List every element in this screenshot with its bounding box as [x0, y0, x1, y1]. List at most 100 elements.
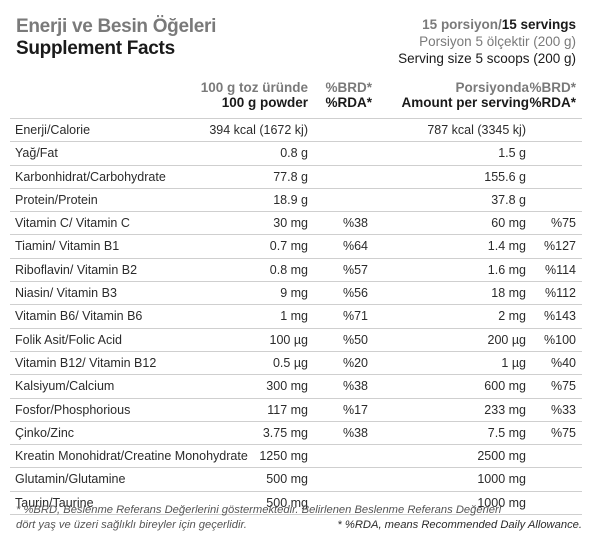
per-serving-value: 200 µg [487, 332, 526, 347]
per-serving-value: 1.5 g [498, 146, 526, 161]
servings-count-english: 15 servings [501, 17, 576, 32]
per-100g-value: 500 mg [266, 495, 308, 510]
per-serving-percent: %112 [544, 286, 576, 301]
table-row: Çinko/Zinc 3.75 mg %38 7.5 mg %75 [10, 420, 582, 444]
per-100g-value: 500 mg [266, 472, 308, 487]
header-brd-1: %BRD* [325, 80, 372, 95]
nutrient-name: Vitamin B6/ Vitamin B6 [15, 309, 143, 324]
nutrient-name: Niasin/ Vitamin B3 [15, 286, 117, 301]
per-serving-value: 233 mg [484, 402, 526, 417]
table-row: Niasin/ Vitamin B3 9 mg %56 18 mg %112 [10, 281, 582, 304]
footnote-line-1: * %BRD, Beslenme Referans Değerlerini gö… [16, 504, 502, 516]
footnote-line-2: dört yaş ve üzeri sağlıklı bireyler için… [16, 519, 247, 531]
nutrient-name: Taurin/Taurine [15, 495, 94, 510]
serving-size-turkish: Porsiyon 5 ölçektir (200 g) [419, 34, 576, 49]
table-row: Folik Asit/Folic Acid 100 µg %50 200 µg %100 [10, 327, 582, 351]
table-row: Protein/Protein 18.9 g 37.8 g [10, 187, 582, 211]
per-100g-percent: %56 [342, 286, 368, 301]
nutrient-name: Enerji/Calorie [15, 123, 91, 137]
per-serving-value: 155.6 g [484, 169, 526, 184]
nutrient-name: Riboflavin/ Vitamin B2 [15, 262, 138, 277]
per-100g-value: 0.8 g [280, 146, 308, 161]
per-100g-value: 0.7 mg [269, 239, 308, 254]
header-per-serving-turkish: Porsiyonda [455, 80, 529, 95]
header-per-100g-turkish: 100 g toz üründe [200, 80, 308, 95]
per-100g-value: 9 mg [280, 286, 308, 301]
per-serving-percent: %75 [550, 216, 576, 231]
header-per-serving-english: Amount per serving [401, 95, 529, 110]
header-percent-2: %BRD* %RDA* [529, 80, 576, 110]
serving-size-english: Serving size 5 scoops (200 g) [398, 51, 576, 66]
header-brd-2: %BRD* [529, 80, 576, 95]
header-per-100g: 100 g toz üründe 100 g powder [201, 80, 308, 110]
per-100g-value: 100 µg [269, 332, 308, 347]
nutrient-name: Folik Asit/Folic Acid [15, 332, 122, 347]
per-serving-percent: %33 [550, 402, 576, 417]
table-row: Kalsiyum/Calcium 300 mg %38 600 mg %75 [10, 374, 582, 397]
per-serving-value: 1.4 mg [487, 239, 526, 254]
per-serving-value: 60 mg [491, 216, 526, 231]
nutrient-name: Vitamin B12/ Vitamin B12 [15, 355, 157, 370]
per-100g-value: 77.8 g [273, 169, 308, 184]
per-100g-percent: %71 [342, 309, 368, 324]
nutrient-name: Glutamin/Glutamine [15, 472, 126, 487]
per-100g-value: 1250 mg [259, 449, 308, 464]
per-serving-value: 2500 mg [477, 449, 526, 464]
table-row: Fosfor/Phosphorious 117 mg %17 233 mg %33 [10, 397, 582, 421]
table-row: Glutamin/Glutamine 500 mg 1000 mg [10, 467, 582, 490]
per-serving-value: 600 mg [484, 379, 526, 394]
per-100g-percent: %64 [342, 239, 368, 254]
per-100g-percent: %50 [342, 332, 368, 347]
per-100g-value: 0.8 mg [269, 262, 308, 277]
per-serving-value: 1.6 mg [487, 262, 526, 277]
table-row: Kreatin Monohidrat/Creatine Monohydrate 1… [10, 444, 582, 467]
nutrient-name: Kreatin Monohidrat/Creatine Monohydrate [15, 449, 248, 464]
servings-block: 15 porsiyon/15 servings Porsiyon 5 ölçek… [398, 16, 576, 67]
footnote-line-3: * %RDA, means Recommended Daily Allowanc… [337, 519, 582, 531]
per-serving-percent: %100 [544, 332, 576, 347]
title-block: Enerji ve Besin Öğeleri Supplement Facts [16, 16, 216, 60]
per-100g-value: 1 mg [280, 309, 308, 324]
servings-count-turkish: 15 porsiyon/ [422, 17, 502, 32]
table-row: Tiamin/ Vitamin B1 0.7 mg %64 1.4 mg %127 [10, 234, 582, 257]
per-serving-value: 37.8 g [491, 192, 526, 207]
nutrient-name: Vitamin C/ Vitamin C [15, 216, 130, 231]
supplement-facts-table: Enerji/Calorie 394 kcal (1672 kj) 787 kcal… [10, 118, 582, 516]
nutrient-name: Yağ/Fat [15, 146, 58, 161]
per-serving-value: 2 mg [498, 309, 526, 324]
table-row: Taurin/Taurine 500 mg 1000 mg [10, 490, 582, 516]
per-serving-percent: %75 [550, 379, 576, 394]
header-per-100g-english: 100 g powder [221, 95, 308, 110]
per-serving-value: 18 mg [491, 286, 526, 301]
nutrient-name: Çinko/Zinc [15, 425, 75, 440]
per-100g-value: 3.75 mg [262, 425, 308, 440]
per-serving-value: 1000 mg [477, 495, 526, 510]
nutrient-name: Protein/Protein [15, 192, 98, 207]
per-100g-value: 394 kcal (1672 kj) [209, 123, 308, 137]
footnote: * %BRD, Beslenme Referans Değerlerini gö… [16, 503, 582, 531]
nutrient-name: Karbonhidrat/Carbohydrate [15, 169, 166, 184]
per-100g-percent: %57 [342, 262, 368, 277]
header-percent-1: %BRD* %RDA* [325, 80, 372, 110]
table-row: Enerji/Calorie 394 kcal (1672 kj) 787 kcal… [10, 118, 582, 141]
servings-count: 15 porsiyon/15 servings [398, 16, 576, 33]
title-english: Supplement Facts [16, 38, 175, 59]
per-serving-value: 1000 mg [477, 472, 526, 487]
per-100g-value: 30 mg [273, 216, 308, 231]
table-row: Yağ/Fat 0.8 g 1.5 g [10, 141, 582, 164]
table-row: Vitamin C/ Vitamin C 30 mg %38 60 mg %75 [10, 211, 582, 234]
per-serving-value: 787 kcal (3345 kj) [427, 123, 526, 137]
per-100g-value: 117 mg [267, 402, 308, 417]
title-turkish: Enerji ve Besin Öğeleri [16, 16, 217, 37]
per-100g-percent: %38 [342, 425, 368, 440]
per-100g-percent: %38 [342, 379, 368, 394]
table-row: Vitamin B12/ Vitamin B12 0.5 µg %20 1 µg %40 [10, 350, 582, 374]
nutrient-name: Kalsiyum/Calcium [15, 379, 115, 394]
per-serving-value: 7.5 mg [487, 425, 526, 440]
table-row: Karbonhidrat/Carbohydrate 77.8 g 155.6 g [10, 164, 582, 188]
table-row: Riboflavin/ Vitamin B2 0.8 mg %57 1.6 mg %11… [10, 257, 582, 281]
per-serving-value: 1 µg [501, 355, 526, 370]
per-100g-percent: %38 [342, 216, 368, 231]
per-100g-percent: %20 [342, 355, 368, 370]
per-100g-value: 0.5 µg [272, 355, 308, 370]
